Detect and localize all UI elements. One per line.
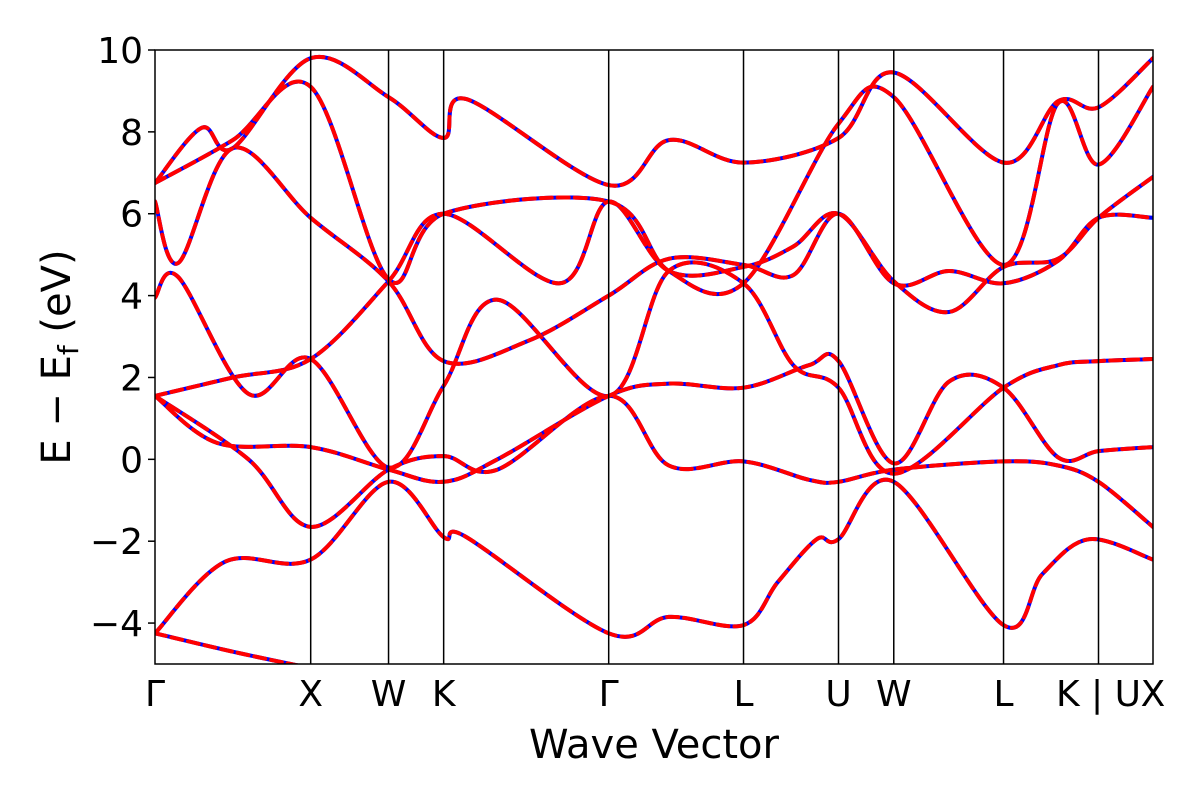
x-tick-label-0: Γ [145,674,165,715]
y-tick-label-4: 4 [120,277,143,318]
y-axis-title-main: E − E [34,355,80,465]
x-tick-label-3: K [432,674,457,715]
x-tick-label-9: K | U [1056,674,1141,715]
x-tick-label-5: L [733,674,753,715]
band-line-11 [155,393,1153,529]
y-axis-title-subscript: f [52,344,85,355]
band-line-16 [155,79,1153,297]
y-tick-label-3: 2 [120,358,143,399]
y-axis-ticks: −4 −2 0 2 4 6 8 10 [90,31,155,645]
band-line-10 [155,477,1153,639]
y-tick-label-7: 10 [97,31,143,72]
x-tick-label-2: W [371,674,407,715]
y-tick-label-6: 8 [120,113,143,154]
y-tick-label-0: −4 [90,604,143,645]
x-tick-label-10: X [1141,674,1166,715]
y-axis-title-unit: (eV) [34,249,80,345]
band-line-15 [155,145,1153,366]
y-tick-label-2: 0 [120,440,143,481]
x-tick-label-6: U [825,674,851,715]
y-tick-label-1: −2 [90,522,143,563]
band-line-17 [155,54,1153,188]
plot-frame [154,49,1154,665]
x-tick-label-4: Γ [599,674,619,715]
x-tick-label-1: X [298,674,323,715]
band-line-9 [155,631,301,664]
x-tick-label-8: L [994,674,1014,715]
y-tick-label-5: 6 [120,195,143,236]
band-line-14 [155,260,1153,476]
high-symmetry-lines [309,50,1100,664]
x-tick-label-7: W [876,674,912,715]
y-axis-title: E − Ef (eV) [34,249,85,464]
x-axis-title: Wave Vector [529,722,780,768]
